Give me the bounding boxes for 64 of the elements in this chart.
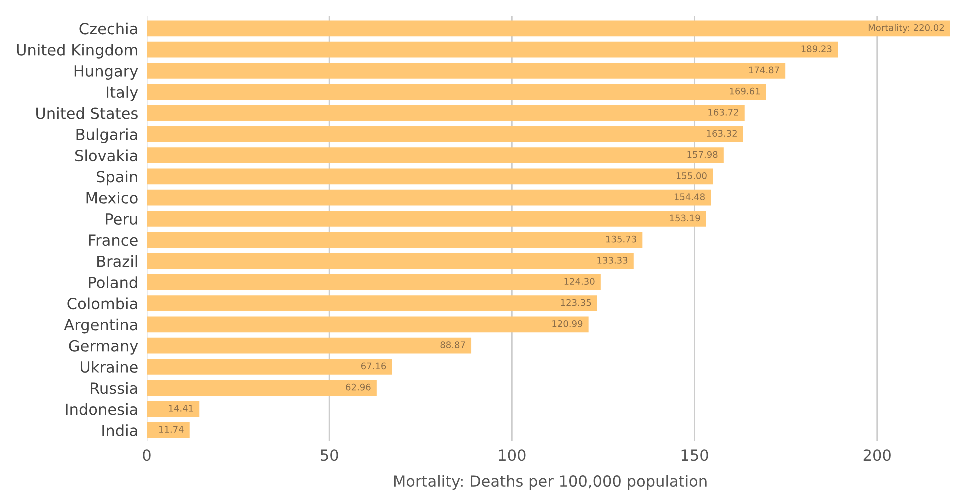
- y-tick-label: Peru: [106, 214, 138, 226]
- x-axis-title: Mortality: Deaths per 100,000 population: [394, 475, 707, 490]
- y-tick-label: Mexico: [86, 192, 138, 204]
- data-label: 154.48: [674, 194, 705, 200]
- y-tick-label: Italy: [107, 86, 138, 102]
- bar: [147, 84, 766, 100]
- bar: [147, 148, 724, 164]
- bar: [147, 253, 634, 270]
- bar: [147, 63, 786, 79]
- x-tick-label: 50: [321, 450, 338, 462]
- data-label: 135.73: [606, 236, 636, 243]
- y-tick-label: Brazil: [98, 255, 138, 268]
- bar: [147, 211, 706, 227]
- data-label: 124.30: [564, 278, 595, 286]
- bar: [147, 105, 745, 122]
- y-tick-label: Colombia: [68, 298, 138, 310]
- y-tick-label: Ukraine: [80, 361, 138, 374]
- bar: [147, 190, 712, 206]
- y-tick-label: Czechia: [80, 22, 138, 35]
- y-tick-label: Spain: [96, 170, 138, 186]
- data-label: 123.35: [561, 299, 592, 306]
- bar: [147, 168, 714, 185]
- bar: [147, 20, 950, 37]
- y-tick-label: Slovakia: [76, 150, 138, 162]
- data-label: 155.00: [676, 172, 707, 180]
- bar: [147, 296, 598, 312]
- bar: [147, 274, 601, 290]
- data-label: 189.23: [802, 46, 832, 52]
- data-label: Mortality: 220.02: [868, 24, 944, 34]
- data-label: 153.19: [670, 214, 700, 222]
- data-label: 120.99: [552, 320, 583, 328]
- data-label: 133.33: [598, 257, 628, 264]
- bar: [147, 126, 744, 142]
- y-tick-label: Bulgaria: [76, 128, 138, 144]
- data-label: 88.87: [440, 342, 466, 348]
- y-tick-label: Indonesia: [66, 403, 138, 416]
- bar: [147, 380, 377, 396]
- y-tick-label: France: [89, 234, 138, 246]
- x-tick-label: 0: [143, 450, 151, 462]
- x-tick-label: 200: [864, 450, 891, 462]
- x-tick-label: 100: [499, 450, 526, 462]
- bar: [147, 232, 643, 248]
- y-tick-label: India: [102, 424, 138, 436]
- bar: [147, 359, 392, 375]
- y-tick-label: United States: [36, 107, 138, 120]
- y-tick-label: Poland: [89, 276, 138, 288]
- y-tick-label: Russia: [91, 382, 138, 394]
- x-tick-label: 150: [682, 450, 708, 462]
- bar: [147, 316, 589, 333]
- data-label: 14.41: [169, 405, 194, 412]
- data-label: 169.61: [730, 88, 760, 95]
- data-label: 163.32: [707, 130, 737, 138]
- bar: [147, 338, 472, 354]
- data-label: 163.72: [708, 109, 738, 116]
- bar: [147, 42, 838, 58]
- data-label: 11.74: [159, 426, 184, 433]
- y-tick-label: Argentina: [64, 318, 138, 334]
- data-label: 67.16: [361, 362, 386, 370]
- data-label: 62.96: [346, 384, 371, 391]
- y-tick-label: Hungary: [74, 66, 138, 80]
- y-tick-label: Germany: [69, 340, 138, 355]
- y-tick-label: United Kingdom: [17, 44, 138, 59]
- data-label: 174.87: [749, 66, 780, 74]
- data-label: 157.98: [688, 151, 718, 158]
